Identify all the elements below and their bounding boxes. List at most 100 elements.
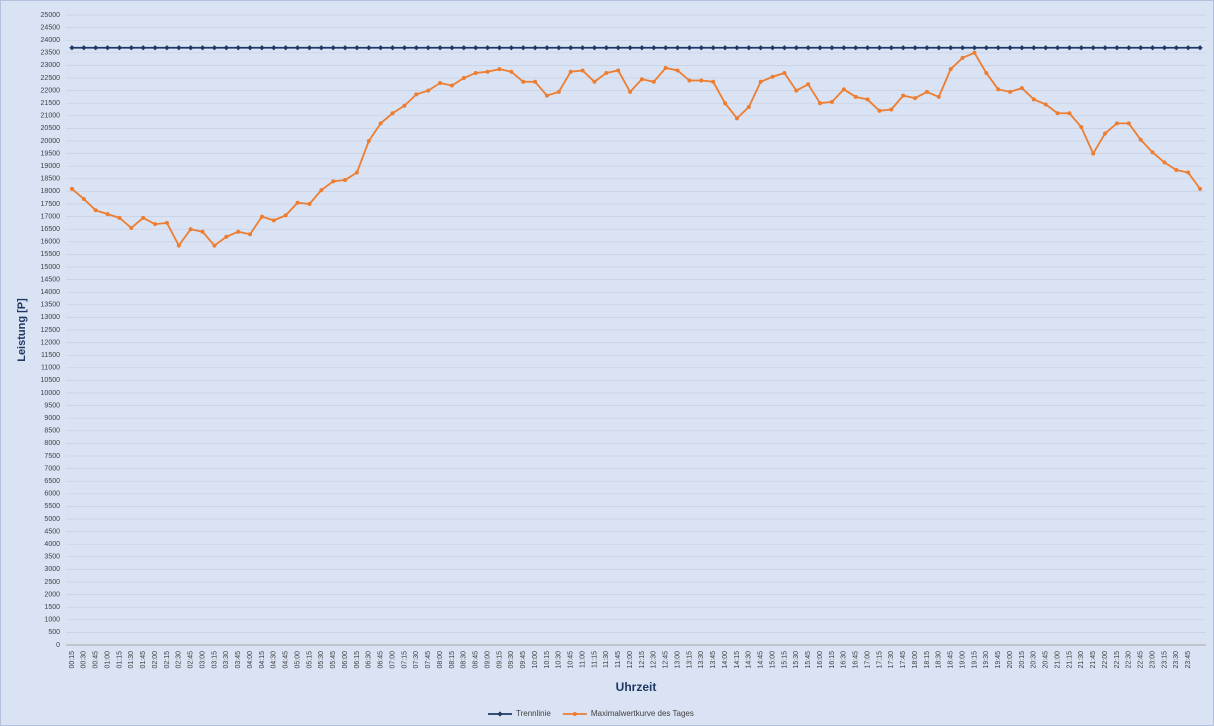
data-point bbox=[426, 88, 431, 93]
data-point bbox=[81, 196, 86, 201]
data-point bbox=[829, 45, 835, 51]
data-point bbox=[366, 45, 372, 51]
data-point bbox=[698, 45, 704, 51]
y-tick-label: 22500 bbox=[41, 75, 61, 82]
data-point bbox=[984, 70, 989, 75]
data-point bbox=[853, 45, 859, 51]
y-tick-label: 21000 bbox=[41, 113, 61, 120]
data-point bbox=[817, 45, 823, 51]
y-tick-label: 4000 bbox=[44, 541, 60, 548]
y-tick-label: 21500 bbox=[41, 100, 61, 107]
data-point bbox=[223, 45, 229, 51]
data-point bbox=[1079, 125, 1084, 130]
data-point bbox=[140, 45, 146, 51]
data-point bbox=[69, 186, 74, 191]
data-point bbox=[995, 45, 1001, 51]
data-point bbox=[948, 67, 953, 72]
data-point bbox=[960, 55, 965, 60]
y-tick-label: 15500 bbox=[41, 251, 61, 258]
x-tick-label: 10:30 bbox=[556, 651, 563, 669]
data-point bbox=[663, 45, 669, 51]
data-point bbox=[544, 45, 550, 51]
x-tick-label: 07:45 bbox=[425, 651, 432, 669]
data-point bbox=[901, 93, 906, 98]
x-tick-label: 01:45 bbox=[140, 651, 147, 669]
data-point bbox=[211, 45, 218, 51]
data-point bbox=[876, 45, 883, 51]
data-point bbox=[805, 45, 811, 51]
data-point bbox=[912, 45, 918, 51]
y-tick-label: 8000 bbox=[44, 440, 60, 447]
data-point bbox=[818, 101, 823, 106]
data-point bbox=[1162, 160, 1167, 165]
y-tick-label: 500 bbox=[48, 629, 60, 636]
x-tick-label: 08:15 bbox=[449, 651, 456, 669]
data-point bbox=[271, 45, 277, 51]
x-tick-label: 20:45 bbox=[1043, 651, 1050, 669]
x-tick-label: 15:30 bbox=[793, 651, 800, 669]
data-point bbox=[1150, 150, 1155, 155]
x-tick-label: 13:45 bbox=[710, 651, 717, 669]
data-point bbox=[996, 87, 1001, 92]
y-tick-label: 9500 bbox=[44, 402, 60, 409]
x-tick-label: 09:30 bbox=[508, 651, 515, 669]
y-tick-label: 24500 bbox=[41, 24, 61, 31]
data-point bbox=[259, 214, 264, 219]
data-point bbox=[782, 70, 787, 75]
data-point bbox=[532, 45, 538, 51]
x-tick-label: 05:45 bbox=[330, 651, 337, 669]
y-tick-label: 17000 bbox=[41, 213, 61, 220]
x-tick-label: 19:45 bbox=[995, 651, 1002, 669]
x-tick-label: 22:45 bbox=[1138, 651, 1145, 669]
x-tick-label: 16:30 bbox=[841, 651, 848, 669]
data-point bbox=[176, 243, 181, 248]
data-point bbox=[248, 232, 253, 237]
data-point bbox=[1019, 45, 1025, 51]
x-tick-label: 18:45 bbox=[948, 651, 955, 669]
data-point bbox=[413, 45, 419, 51]
x-tick-label: 10:45 bbox=[568, 651, 575, 669]
data-point bbox=[389, 45, 396, 51]
y-tick-label: 10000 bbox=[41, 390, 61, 397]
data-point bbox=[1198, 186, 1203, 191]
data-point bbox=[1031, 97, 1036, 102]
data-point bbox=[1114, 45, 1120, 51]
data-point bbox=[1043, 102, 1048, 107]
data-point bbox=[81, 45, 87, 51]
data-point bbox=[1078, 45, 1084, 51]
y-tick-label: 12000 bbox=[41, 339, 61, 346]
x-tick-label: 00:15 bbox=[69, 651, 76, 669]
y-tick-label: 6000 bbox=[44, 491, 60, 498]
data-point bbox=[1019, 86, 1024, 91]
data-point bbox=[865, 97, 870, 102]
data-point bbox=[128, 45, 134, 51]
x-tick-label: 14:00 bbox=[722, 651, 729, 669]
x-tick-label: 09:45 bbox=[520, 651, 527, 669]
y-tick-label: 12500 bbox=[41, 327, 61, 334]
data-point bbox=[1149, 45, 1156, 51]
data-point bbox=[769, 45, 776, 51]
x-tick-label: 05:30 bbox=[318, 651, 325, 669]
x-tick-label: 18:15 bbox=[924, 651, 931, 669]
x-tick-label: 17:15 bbox=[876, 651, 883, 669]
legend-label: Maximalwertkurve des Tages bbox=[591, 709, 694, 718]
x-tick-label: 12:15 bbox=[639, 651, 646, 669]
data-point bbox=[1008, 89, 1013, 94]
y-tick-label: 17500 bbox=[41, 201, 61, 208]
y-tick-label: 15000 bbox=[41, 264, 61, 271]
data-point bbox=[331, 179, 336, 184]
y-tick-label: 9000 bbox=[44, 415, 60, 422]
data-point bbox=[864, 45, 871, 51]
x-tick-label: 21:15 bbox=[1066, 651, 1073, 669]
data-point bbox=[354, 45, 360, 51]
data-point bbox=[354, 170, 359, 175]
x-tick-label: 02:00 bbox=[152, 651, 159, 669]
data-point bbox=[936, 94, 941, 99]
data-point bbox=[509, 69, 514, 74]
data-point bbox=[343, 178, 348, 183]
x-tick-label: 08:30 bbox=[461, 651, 468, 669]
data-point bbox=[580, 68, 585, 73]
x-tick-label: 11:45 bbox=[615, 651, 622, 668]
data-point bbox=[1185, 45, 1191, 51]
